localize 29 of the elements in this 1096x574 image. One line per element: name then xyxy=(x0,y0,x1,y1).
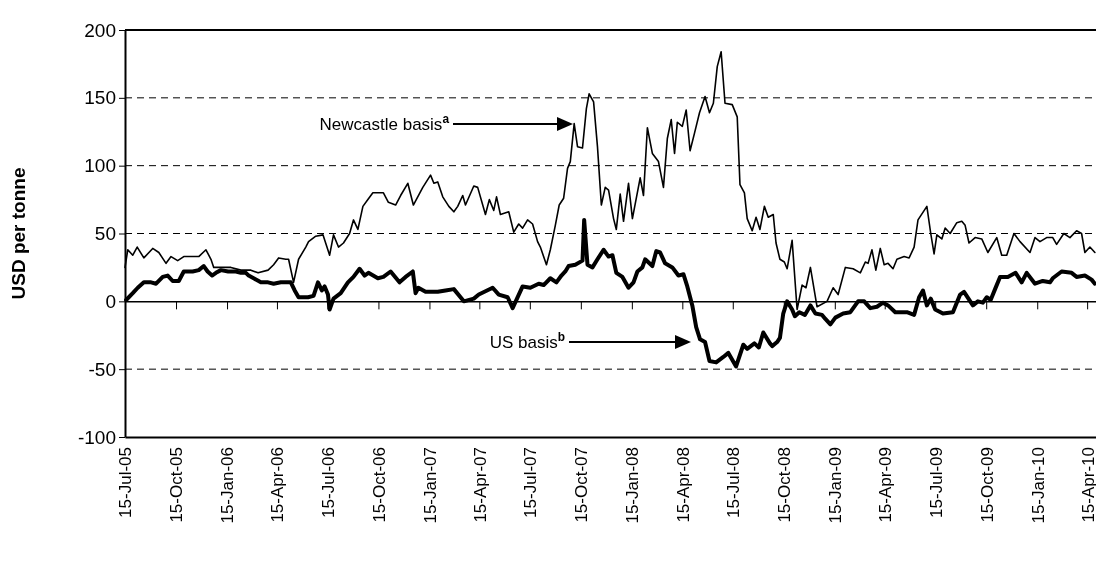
x-tick-label: 15-Jul-07 xyxy=(521,447,541,518)
x-tick-label: 15-Jul-05 xyxy=(116,447,136,518)
x-tick-label: 15-Jan-06 xyxy=(218,447,238,524)
x-tick-label: 15-Jan-09 xyxy=(826,447,846,524)
x-tick-label: 15-Oct-07 xyxy=(572,447,592,523)
y-tick-label: 50 xyxy=(94,223,116,245)
x-tick-label: 15-Jan-10 xyxy=(1028,447,1048,524)
x-tick-label: 15-Jan-08 xyxy=(623,447,643,524)
x-tick-label: 15-Oct-05 xyxy=(167,447,187,523)
y-axis-title: USD per tonne xyxy=(8,167,29,300)
x-tick-label: 15-Jul-06 xyxy=(318,447,338,518)
x-tick-label: 15-Oct-06 xyxy=(369,447,389,523)
x-tick-label: 15-Apr-08 xyxy=(673,447,693,523)
y-tick-label: 200 xyxy=(84,19,116,41)
y-tick-label: 100 xyxy=(84,155,116,177)
y-tick-label: 0 xyxy=(105,290,116,312)
x-tick-label: 15-Apr-09 xyxy=(876,447,896,523)
x-tick-label: 15-Oct-09 xyxy=(977,447,997,523)
y-tick-label: -100 xyxy=(77,426,116,448)
x-tick-label: 15-Jul-09 xyxy=(926,447,946,518)
x-tick-label: 15-Jan-07 xyxy=(420,447,440,524)
x-tick-label: 15-Apr-06 xyxy=(268,447,288,523)
y-tick-label: -50 xyxy=(88,358,116,380)
x-tick-label: 15-Oct-08 xyxy=(775,447,795,523)
x-tick-label: 15-Apr-07 xyxy=(470,447,490,523)
x-tick-label: 15-Jul-08 xyxy=(724,447,744,518)
annotation: US basis$^{b}$ xyxy=(489,329,565,352)
annotation: Newcastle basis$^{a}$ xyxy=(319,111,450,134)
y-tick-label: 150 xyxy=(84,87,116,109)
